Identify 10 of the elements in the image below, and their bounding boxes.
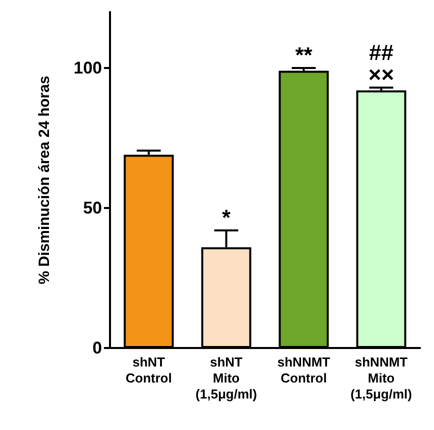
x-tick-label: shNT Mito (1,5μg/ml) — [196, 354, 257, 402]
x-tick-label: shNT Control — [126, 354, 172, 386]
x-tick-label: shNNMT Control — [277, 354, 330, 386]
annotation: * — [222, 204, 231, 230]
y-tick-label: 0 — [92, 338, 102, 358]
annotation: ** — [295, 42, 313, 68]
y-tick-label: 100 — [74, 58, 102, 78]
y-tick-label: 50 — [83, 198, 102, 218]
y-axis-title: % Disminución área 24 horas — [36, 76, 53, 284]
x-tick-label: shNNMT Mito (1,5μg/ml) — [350, 354, 412, 402]
